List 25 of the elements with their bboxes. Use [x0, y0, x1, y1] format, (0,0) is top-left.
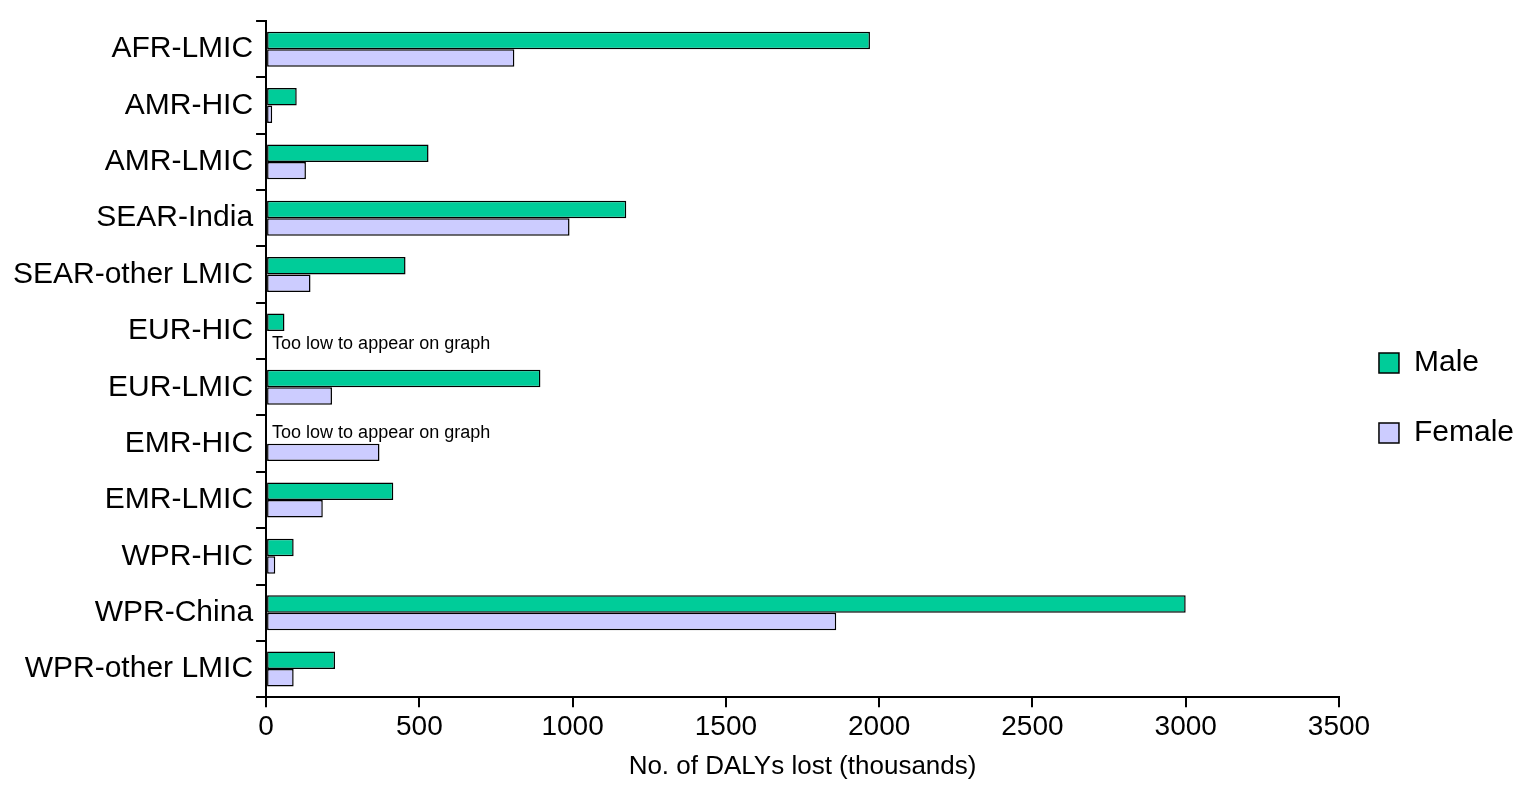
y-tick-label: SEAR-India [96, 199, 254, 233]
y-tick-label: AMR-LMIC [104, 143, 254, 177]
y-tick-label: WPR-HIC [121, 537, 254, 571]
y-tick-label: WPR-other LMIC [24, 650, 254, 684]
legend-label: Female [1413, 414, 1515, 448]
x-tick-label: 2500 [1001, 709, 1064, 741]
x-tick-label: 2000 [848, 709, 911, 741]
annotation: Too low to appear on graph [272, 421, 491, 442]
annotation: Too low to appear on graph [272, 332, 491, 353]
x-tick-label: 1500 [694, 709, 758, 741]
x-axis-title: No. of DALYs lost (thousands) [628, 749, 977, 780]
y-tick-label: AFR-LMIC [111, 30, 254, 64]
x-tick-label: 3000 [1154, 709, 1217, 741]
x-tick-label: 500 [395, 709, 443, 741]
legend-label: Male [1413, 344, 1479, 378]
x-tick-label: 3500 [1307, 709, 1371, 741]
y-tick-label: EUR-LMIC [108, 368, 254, 402]
y-tick-label: SEAR-other LMIC [13, 255, 254, 289]
x-tick-label: 0 [258, 709, 274, 741]
y-tick-label: WPR-China [94, 593, 254, 627]
y-tick-label: EUR-HIC [128, 312, 254, 346]
y-tick-label: EMR-LMIC [104, 481, 254, 515]
y-tick-label: AMR-HIC [124, 86, 254, 120]
y-tick-label: EMR-HIC [124, 424, 254, 458]
x-tick-label: 1000 [541, 709, 604, 741]
